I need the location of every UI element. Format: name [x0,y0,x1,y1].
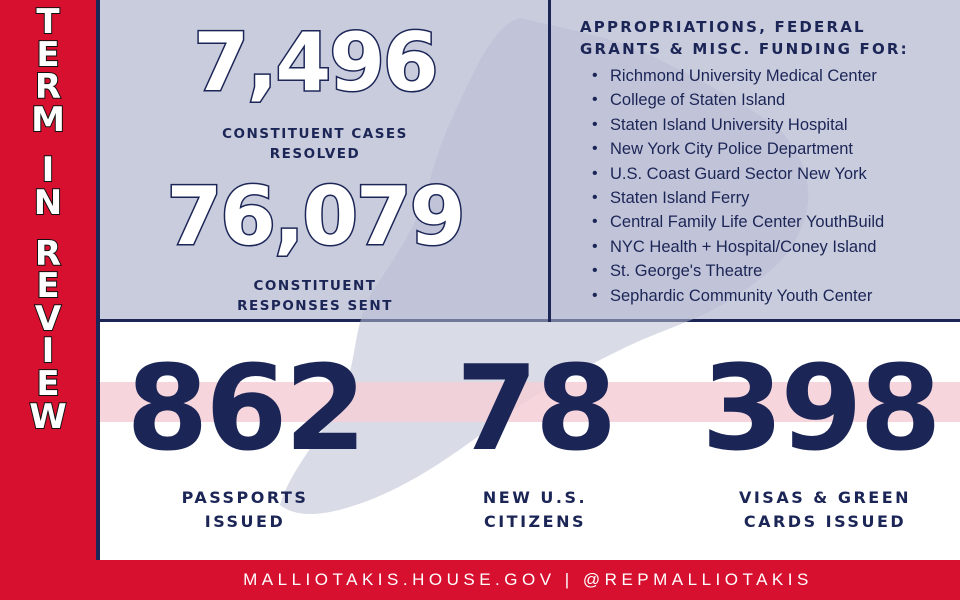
appropriations-item: Central Family Life Center YouthBuild [590,210,956,235]
left-border-line [96,0,100,560]
responses-label: CONSTITUENT RESPONSES SENT [150,276,480,316]
responses-label-line1: CONSTITUENT [253,278,377,294]
citizens-number: 78 [455,339,617,477]
title-letter: R [34,67,62,108]
passports-number: 862 [126,339,366,477]
citizens-label-line2: CITIZENS [483,512,586,531]
sidebar: T E R M I N R E V I E W [0,0,96,600]
cases-number: 7,496 [192,16,440,109]
visas-label: VISAS & GREEN CARDS ISSUED [705,486,945,534]
vertical-divider [548,0,551,322]
passports-label-line1: PASSPORTS [181,488,309,507]
term-in-review-vertical-title: T E R M I N R E V I E W [6,2,90,437]
appropriations-title-line1: APPROPRIATIONS, FEDERAL [580,18,866,36]
citizens-label: NEW U.S. CITIZENS [420,486,650,534]
appropriations-item: New York City Police Department [590,137,956,162]
title-letter: W [28,396,67,437]
cases-label-line1: CONSTITUENT CASES [222,126,408,142]
appropriations-title-line2: GRANTS & MISC. FUNDING FOR: [580,40,909,58]
title-letter: T [35,2,60,42]
title-letter: N [33,182,64,223]
appropriations-item: St. George's Theatre [590,259,956,284]
passports-label: PASSPORTS ISSUED [130,486,360,534]
title-letter: E [35,34,60,75]
pink-band [100,382,960,422]
visas-label-line1: VISAS & GREEN [738,488,912,507]
appropriations-title: APPROPRIATIONS, FEDERAL GRANTS & MISC. F… [580,16,950,60]
passports-label-line2: ISSUED [204,512,286,531]
responses-number: 76,079 [165,170,467,263]
appropriations-list: Richmond University Medical Center Colle… [590,64,956,308]
title-letter: E [35,266,60,307]
appropriations-item: NYC Health + Hospital/Coney Island [590,235,956,260]
cases-label-line2: RESOLVED [269,146,361,162]
appropriations-item: Sephardic Community Youth Center [590,284,956,309]
responses-label-line2: RESPONSES SENT [237,298,393,314]
title-letter: E [35,363,60,404]
title-letter: M [30,99,66,140]
citizens-label-line1: NEW U.S. [482,488,588,507]
appropriations-item: Staten Island University Hospital [590,113,956,138]
appropriations-item: U.S. Coast Guard Sector New York [590,162,956,187]
title-letter: R [34,233,62,274]
footer-website-handle: MALLIOTAKIS.HOUSE.GOV | @REPMALLIOTAKIS [243,570,813,589]
visas-label-line2: CARDS ISSUED [743,512,907,531]
appropriations-item: Richmond University Medical Center [590,64,956,89]
visas-number: 398 [701,339,941,477]
title-letter: I [41,331,56,372]
appropriations-item: College of Staten Island [590,88,956,113]
cases-label: CONSTITUENT CASES RESOLVED [150,124,480,164]
appropriations-item: Staten Island Ferry [590,186,956,211]
title-letter: I [41,150,56,191]
title-letter: V [34,298,62,339]
